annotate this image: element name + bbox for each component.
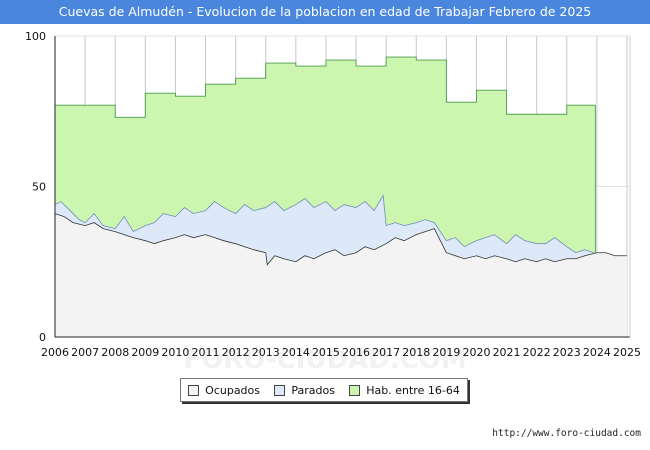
x-tick-label: 2009 [131, 346, 159, 359]
x-tick-label: 2014 [282, 346, 310, 359]
x-tick-label: 2011 [192, 346, 220, 359]
x-tick-label: 2012 [222, 346, 250, 359]
x-tick-label: 2013 [252, 346, 280, 359]
x-tick-label: 2021 [493, 346, 521, 359]
legend-swatch-ocupados [188, 384, 200, 396]
x-tick-label: 2017 [372, 346, 400, 359]
x-tick-label: 2010 [161, 346, 189, 359]
x-tick-label: 2019 [432, 346, 460, 359]
series-ocupados-line [54, 213, 627, 266]
x-tick-label: 2025 [613, 346, 641, 359]
x-tick-label: 2007 [71, 346, 99, 359]
legend-item-ocupados: Ocupados [188, 384, 260, 397]
series-parados-line [54, 194, 595, 254]
x-tick-label: 2006 [41, 346, 69, 359]
watermark: FORO-CIUDAD.COM [183, 345, 466, 370]
x-tick-label: 2016 [342, 346, 370, 359]
x-tick-label: 2022 [523, 346, 551, 359]
series-ocupados-area [55, 213, 627, 337]
legend-item-parados: Parados [274, 384, 335, 397]
x-axis: 2006 2007 2008 2009 2010 2011 2012 2013 2014 2015… [41, 346, 641, 359]
y-tick-label: 100 [25, 30, 46, 43]
series-areas [54, 56, 627, 338]
legend-label-ocupados: Ocupados [205, 383, 261, 397]
x-tick-label: 2018 [402, 346, 430, 359]
legend-swatch-hab [349, 384, 361, 396]
x-tick-label: 2008 [101, 346, 129, 359]
x-tick-label: 2020 [462, 346, 490, 359]
legend-label-hab: Hab. entre 16-64 [366, 383, 460, 397]
chart-title: Cuevas de Almudén - Evolucion de la pobl… [0, 0, 650, 24]
x-tick-label: 2023 [553, 346, 581, 359]
plot-frame [54, 36, 631, 338]
y-axis: 0 50 100 [25, 30, 46, 344]
legend: Ocupados Parados Hab. entre 16-64 [180, 378, 468, 402]
legend-swatch-parados [274, 384, 286, 396]
source-url: http://www.foro-ciudad.com [492, 428, 641, 439]
y-tick-label: 50 [32, 181, 46, 194]
x-tick-label: 2024 [583, 346, 611, 359]
legend-label-parados: Parados [291, 383, 335, 397]
y-tick-label: 0 [39, 331, 46, 344]
legend-item-hab: Hab. entre 16-64 [349, 384, 460, 397]
x-tick-label: 2015 [312, 346, 340, 359]
